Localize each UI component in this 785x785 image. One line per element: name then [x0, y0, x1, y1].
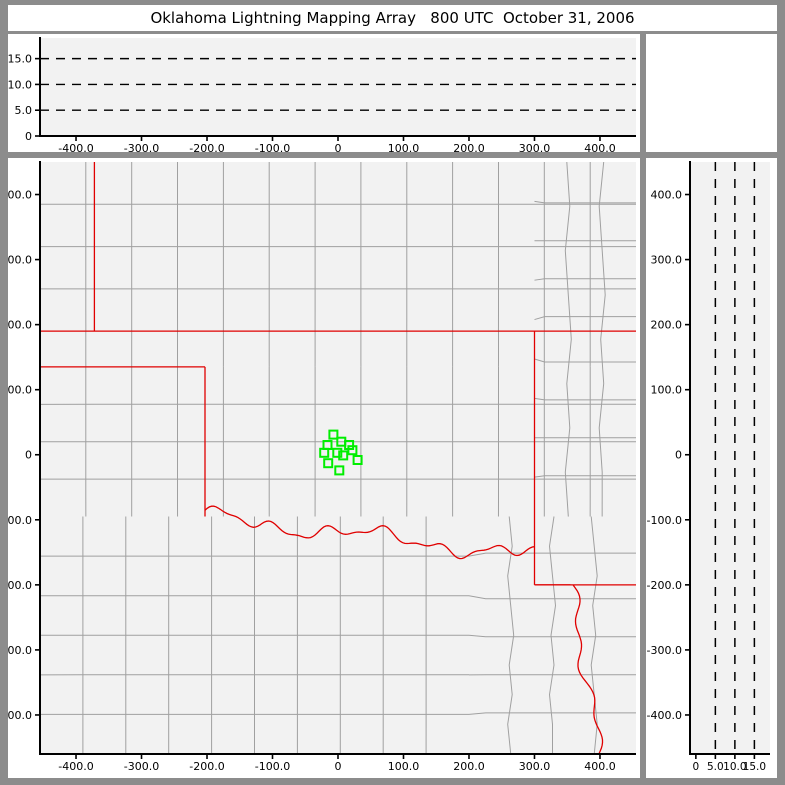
lightning-source-marker	[334, 465, 345, 476]
svg-text:5.0: 5.0	[707, 761, 724, 773]
lightning-source-marker	[338, 450, 349, 461]
title-bar: Oklahoma Lightning Mapping Array 800 UTC…	[8, 5, 777, 31]
svg-text:-300.0: -300.0	[8, 644, 32, 657]
svg-text:-200.0: -200.0	[8, 579, 32, 592]
svg-text:100.0: 100.0	[388, 142, 420, 152]
svg-text:0: 0	[675, 449, 682, 462]
state-boundaries	[40, 162, 636, 755]
svg-text:15.0: 15.0	[8, 53, 32, 66]
svg-text:-400.0: -400.0	[58, 142, 93, 152]
lightning-source-marker	[328, 429, 339, 440]
svg-text:300.0: 300.0	[651, 254, 683, 267]
svg-text:-100.0: -100.0	[8, 514, 32, 527]
svg-text:-400.0: -400.0	[647, 709, 682, 722]
empty-plot-background	[646, 34, 777, 152]
x-tick-labels: 0 5.0 10.015.0	[693, 754, 766, 773]
x-tick-labels: -400.0 -300.0 -200.0 -100.0 0 100.0 200.0 300.0…	[58, 136, 616, 152]
svg-text:400.0: 400.0	[584, 142, 616, 152]
map-plot[interactable]: -400.0 -300.0 -200.0 -100.0 0 100.0 200.0 300.0…	[8, 158, 640, 778]
y-tick-labels: 0 5.0 10.0 15.0	[8, 53, 40, 143]
svg-text:200.0: 200.0	[453, 760, 485, 773]
plot-background	[40, 38, 636, 136]
lightning-source-marker	[323, 458, 334, 469]
svg-text:-300.0: -300.0	[647, 644, 682, 657]
gridlines	[714, 162, 756, 754]
svg-text:-400.0: -400.0	[58, 760, 93, 773]
page-title: Oklahoma Lightning Mapping Array 800 UTC…	[150, 9, 635, 27]
svg-text:-100.0: -100.0	[255, 760, 290, 773]
time-altitude-panel: 0 5.0 10.0 15.0 -400.0 -300.0 -200.0 -100.0 0 10…	[8, 34, 640, 152]
svg-text:-200.0: -200.0	[647, 579, 682, 592]
empty-panel	[646, 34, 777, 152]
county-boundaries	[39, 161, 636, 755]
svg-text:5.0: 5.0	[15, 104, 33, 117]
y-tick-labels: -400.0 -300.0 -200.0 -100.0 0 100.0 200.0 300.0…	[8, 189, 40, 722]
lightning-source-marker	[332, 447, 343, 458]
svg-text:-100.0: -100.0	[647, 514, 682, 527]
svg-text:0: 0	[25, 130, 32, 143]
gridlines	[40, 57, 636, 111]
svg-text:200.0: 200.0	[651, 319, 683, 332]
svg-text:100.0: 100.0	[651, 384, 683, 397]
x-tick-labels: -400.0 -300.0 -200.0 -100.0 0 100.0 200.0 300.0…	[58, 754, 616, 773]
svg-text:10.0: 10.0	[723, 761, 746, 773]
svg-text:100.0: 100.0	[388, 760, 420, 773]
svg-text:10.0: 10.0	[8, 78, 32, 91]
svg-text:0: 0	[693, 761, 700, 773]
svg-text:0: 0	[335, 760, 342, 773]
altitude-histogram-plot[interactable]: -400.0 -300.0 -200.0 -100.0 0 100.0 200.0 300.0…	[646, 158, 777, 778]
svg-text:-300.0: -300.0	[124, 760, 159, 773]
svg-text:400.0: 400.0	[584, 760, 616, 773]
plan-view-map: -400.0 -300.0 -200.0 -100.0 0 100.0 200.0 300.0…	[8, 158, 640, 778]
map-background	[40, 162, 636, 754]
svg-text:300.0: 300.0	[8, 254, 32, 267]
svg-text:0: 0	[335, 142, 342, 152]
svg-text:-400.0: -400.0	[8, 709, 32, 722]
svg-text:300.0: 300.0	[519, 760, 551, 773]
svg-text:-200.0: -200.0	[189, 142, 224, 152]
lightning-source-marker	[347, 445, 358, 456]
svg-text:100.0: 100.0	[8, 384, 32, 397]
lightning-source-marker	[319, 447, 330, 458]
svg-text:-300.0: -300.0	[124, 142, 159, 152]
y-tick-labels: -400.0 -300.0 -200.0 -100.0 0 100.0 200.0 300.0…	[647, 189, 690, 722]
lightning-source-markers	[319, 429, 363, 476]
lightning-source-marker	[352, 455, 363, 465]
altitude-histogram-panel: -400.0 -300.0 -200.0 -100.0 0 100.0 200.0 300.0…	[646, 158, 777, 778]
svg-text:-100.0: -100.0	[255, 142, 290, 152]
svg-text:300.0: 300.0	[519, 142, 551, 152]
svg-text:200.0: 200.0	[453, 142, 485, 152]
empty-plot[interactable]	[646, 34, 777, 152]
svg-text:400.0: 400.0	[651, 189, 683, 202]
svg-text:400.0: 400.0	[8, 189, 32, 202]
svg-text:0: 0	[25, 449, 32, 462]
time-altitude-plot[interactable]: 0 5.0 10.0 15.0 -400.0 -300.0 -200.0 -100.0 0 10…	[8, 34, 640, 152]
svg-text:200.0: 200.0	[8, 319, 32, 332]
svg-text:-200.0: -200.0	[189, 760, 224, 773]
plot-background	[690, 162, 770, 754]
svg-text:15.0: 15.0	[743, 761, 766, 773]
